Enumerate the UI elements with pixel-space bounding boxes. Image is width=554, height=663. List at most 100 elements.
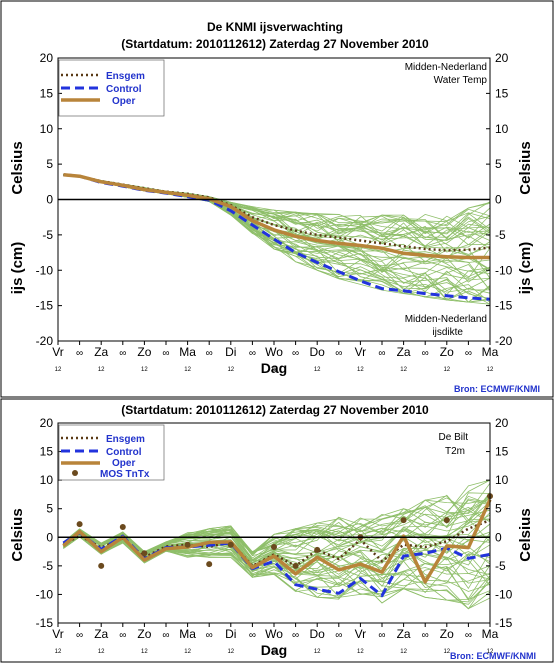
top-annotation-ijsdikte: ijsdikte	[432, 327, 463, 338]
bot-xtick-label: Di	[225, 627, 236, 641]
top-ytick-label-right: -5	[495, 228, 506, 242]
top-annotation-variable: Water Temp	[434, 75, 488, 86]
bot-ytick-label-left: 20	[40, 416, 54, 430]
top-ytick-label-left: -20	[36, 334, 54, 348]
bot-ytick-label-left: -5	[42, 559, 53, 573]
bot-ylabel-right: Celsius	[517, 508, 534, 561]
legend-swatch-mos	[72, 470, 78, 476]
top-ytick-label-right: 5	[495, 157, 502, 171]
top-hour-label: 12	[400, 367, 407, 373]
bottom-axes: -15 -15 -10 -10 -5 -5 0 0 5 5 10 10 15 15 20 20 Vr ∞ Za ∞ Zo…	[9, 416, 534, 658]
top-hour-label: 12	[141, 367, 148, 373]
bot-xtick-label: Wo	[265, 627, 283, 641]
bot-xtick-label: ∞	[162, 630, 169, 641]
bottom-panel-frame	[0, 398, 554, 663]
bot-ytick-label-right: 10	[495, 473, 509, 487]
top-xtick-label: Ma	[179, 345, 196, 359]
bottom-chart-subtitle: (Startdatum: 2010112612) Zaterdag 27 Nov…	[121, 403, 429, 417]
top-xtick-label: Zo	[137, 345, 151, 359]
bot-hour-label: 12	[227, 649, 234, 655]
bot-ytick-label-left: 15	[40, 445, 54, 459]
top-ytick-label-left: 5	[46, 157, 53, 171]
top-xtick-label: ∞	[378, 348, 385, 359]
bot-hour-label: 12	[487, 649, 494, 655]
top-ytick-label-left: -5	[42, 228, 53, 242]
legend-label-oper: Oper	[112, 96, 135, 107]
top-xtick-label: Vr	[52, 345, 64, 359]
top-ylabel-left-2: ijs (cm)	[9, 242, 26, 295]
top-xtick-label: ∞	[206, 348, 213, 359]
legend-label-ensgem: Ensgem	[106, 71, 145, 82]
top-legend-box	[58, 59, 165, 117]
top-xtick-label: ∞	[335, 348, 342, 359]
top-hour-label: 12	[314, 367, 321, 373]
bot-mos-point	[314, 546, 321, 553]
chart-subtitle: (Startdatum: 2010112612) Zaterdag 27 Nov…	[121, 37, 429, 51]
top-xtick-label: Wo	[265, 345, 283, 359]
bot-hour-label: 12	[55, 649, 62, 655]
legend-label-mos: MOS TnTx	[100, 469, 150, 480]
source-credit-bottom: Bron: ECMWF/KNMI	[450, 651, 536, 661]
top-xtick-label: Vr	[355, 345, 367, 359]
top-ytick-label-left: 15	[40, 86, 54, 100]
bot-ytick-label-left: 5	[46, 502, 53, 516]
bot-ytick-label-right: -15	[495, 616, 513, 630]
bot-ytick-label-right: 20	[495, 416, 509, 430]
bot-mos-point	[76, 521, 83, 528]
top-xtick-label: Za	[94, 345, 108, 359]
bot-xlabel: Dag	[261, 642, 287, 658]
legend-label-control-b: Control	[106, 447, 142, 458]
bot-xtick-label: Za	[397, 627, 411, 641]
bot-xtick-label: Zo	[440, 627, 454, 641]
top-ylabel-left: Celsius	[9, 141, 26, 194]
top-hour-label: 12	[98, 367, 105, 373]
bot-series-oper	[62, 498, 492, 584]
bot-xtick-label: ∞	[206, 630, 213, 641]
bot-mos-point	[98, 562, 105, 569]
bot-mos-point	[206, 561, 213, 568]
bot-hour-label: 12	[443, 649, 450, 655]
bot-mos-point	[184, 541, 191, 548]
top-xtick-label: Ma	[482, 345, 499, 359]
top-ytick-label-right: -10	[495, 263, 513, 277]
top-ytick-label-right: 15	[495, 86, 509, 100]
top-annotation-location: Midden-Nederland	[405, 62, 487, 73]
top-ytick-label-right: 20	[495, 51, 509, 65]
bot-ensemble-member-line	[63, 506, 491, 561]
top-xtick-label: ∞	[249, 348, 256, 359]
bot-xtick-label: ∞	[335, 630, 342, 641]
bot-ytick-label-right: 15	[495, 445, 509, 459]
top-series-oper	[63, 172, 490, 260]
bot-xtick-label: Do	[310, 627, 326, 641]
bot-xtick-label: Ma	[179, 627, 196, 641]
top-hour-label: 12	[55, 367, 62, 373]
bot-hour-label: 12	[141, 649, 148, 655]
top-ensemble-member-line	[63, 174, 491, 303]
bot-xtick-label: Vr	[355, 627, 367, 641]
top-hour-label: 12	[271, 367, 278, 373]
bot-mos-point	[119, 524, 126, 530]
top-hour-label: 12	[357, 367, 364, 373]
top-xtick-label: ∞	[422, 348, 429, 359]
bot-hour-label: 12	[184, 649, 191, 655]
bot-legend-box	[58, 424, 165, 481]
bot-xtick-label: Ma	[482, 627, 499, 641]
bot-xtick-label: ∞	[292, 630, 299, 641]
bot-ytick-label-left: 0	[46, 530, 53, 544]
bot-series-control	[62, 531, 491, 598]
bot-ensemble-member-line	[63, 535, 491, 589]
top-plot: -20 -20 -15 -15 -10 -10 -5 -5 0 0 5 5 10 10 15 15 20 20 Vr…	[9, 51, 534, 376]
chart-title: De KNMI ijsverwachting	[207, 20, 343, 34]
top-ytick-label-left: -15	[36, 299, 54, 313]
top-ylabel-right-2: ijs (cm)	[517, 242, 534, 295]
top-annotation-location-2: Midden-Nederland	[405, 314, 487, 325]
bot-ytick-label-left: -10	[36, 587, 54, 601]
bottom-legend: Ensgem Control Oper MOS TnTx	[61, 434, 150, 480]
bot-ensemble-member-line	[63, 498, 491, 557]
bot-hour-label: 12	[98, 649, 105, 655]
top-axes: -20 -20 -15 -15 -10 -10 -5 -5 0 0 5 5 10 10 15 15 20 20 Vr…	[9, 51, 534, 376]
bot-ytick-label-left: -15	[36, 616, 54, 630]
top-xtick-label: ∞	[465, 348, 472, 359]
bot-mos-point	[292, 562, 299, 569]
bot-mos-point	[443, 517, 450, 524]
